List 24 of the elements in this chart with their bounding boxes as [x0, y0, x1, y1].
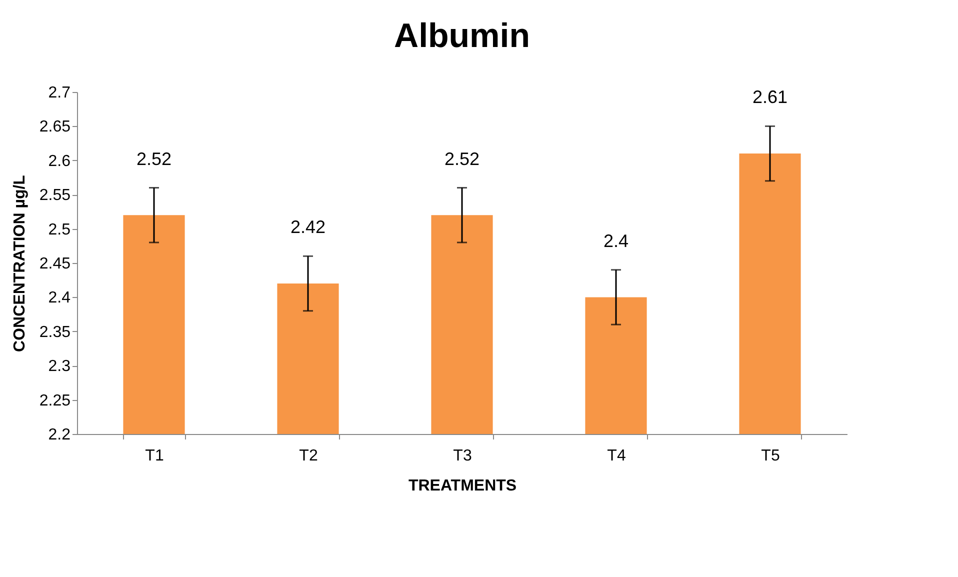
chart-title: Albumin: [394, 17, 530, 55]
y-tick-label: 2.65: [39, 118, 71, 136]
y-tick-label: 2.5: [48, 221, 71, 238]
y-tick-label: 2.4: [48, 290, 71, 307]
y-tick-label: 2.55: [39, 187, 71, 204]
data-label: 2.42: [290, 217, 326, 238]
y-tick-label: 2.25: [39, 392, 71, 410]
y-tick-label: 2.2: [48, 426, 71, 444]
x-tick-label: T3: [453, 448, 472, 464]
data-label: 2.52: [136, 148, 172, 169]
y-tick-label: 2.6: [48, 152, 71, 170]
y-tick-label: 2.3: [48, 358, 71, 376]
data-label: 2.4: [603, 230, 629, 251]
x-tick-label: T2: [299, 448, 318, 464]
x-tick-label: T4: [607, 448, 626, 464]
y-tick-label: 2.35: [39, 324, 71, 341]
data-label: 2.61: [752, 87, 788, 108]
x-axis-title: TREATMENTS: [408, 478, 517, 494]
y-tick-label: 2.45: [39, 256, 71, 272]
x-tick-label: T1: [145, 448, 164, 464]
x-tick-label: T5: [761, 448, 780, 464]
data-label: 2.52: [444, 148, 480, 169]
y-tick-label: 2.7: [48, 84, 71, 102]
y-axis-title: CONCENTRATION µg/L: [11, 174, 28, 352]
